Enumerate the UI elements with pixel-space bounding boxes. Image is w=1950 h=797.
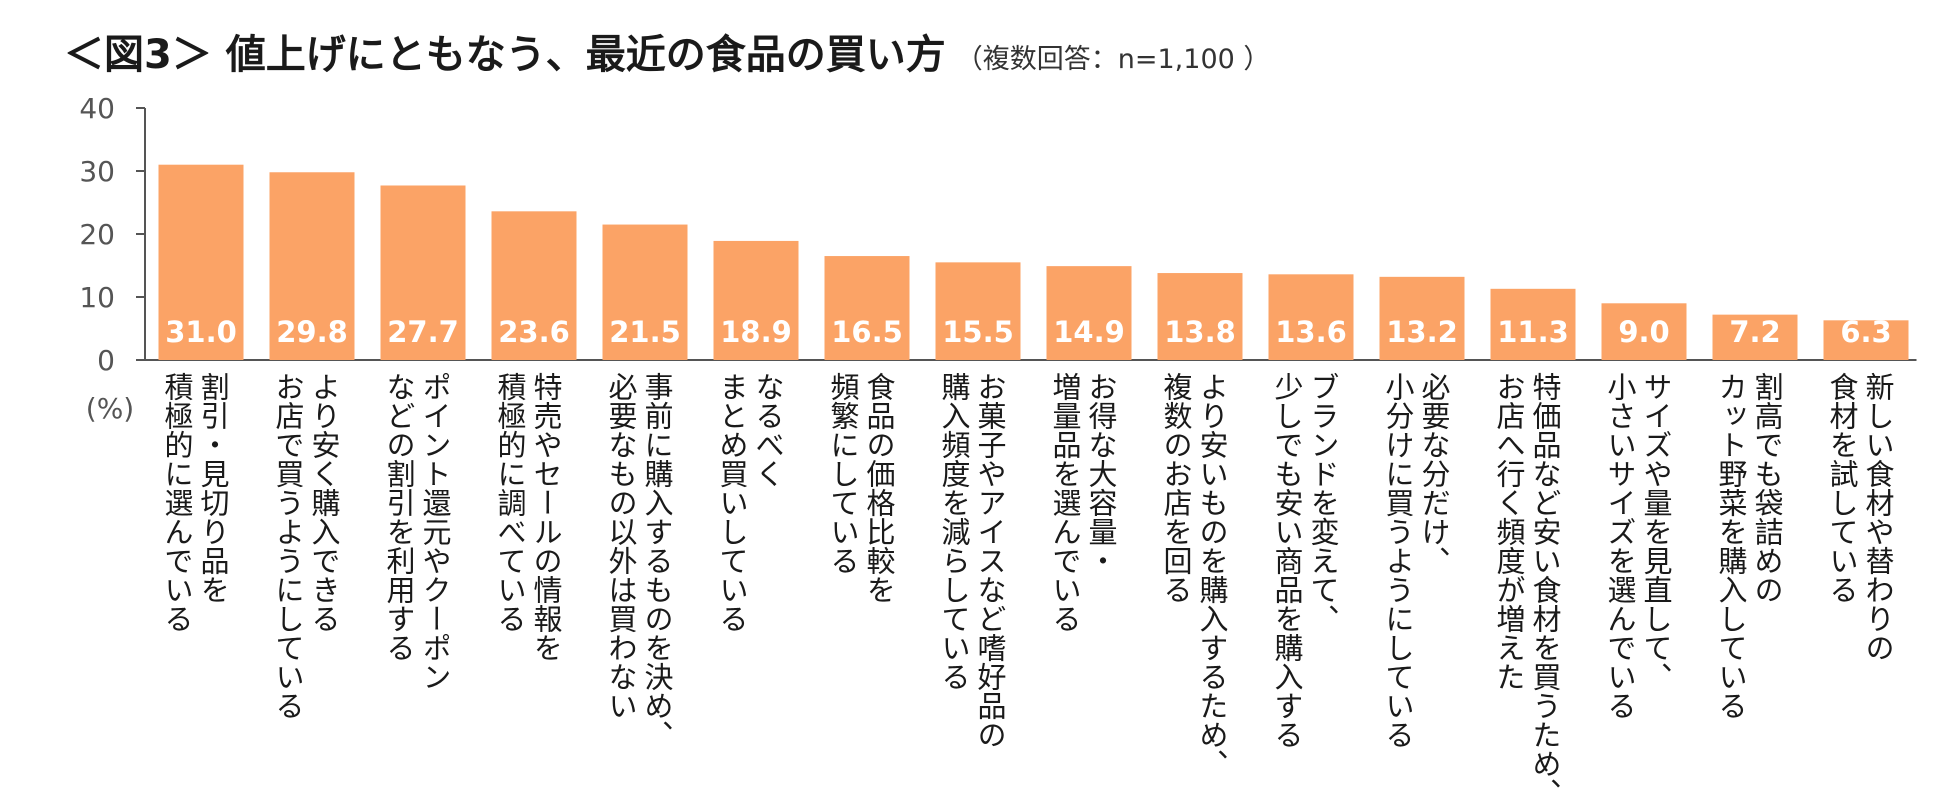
category-label-line: 特価品など安い食材を買うため、: [1528, 372, 1562, 797]
bar-value-label: 6.3: [1840, 315, 1891, 349]
category-label-line: ポイント還元やクーポン: [418, 372, 452, 691]
bar-value-label: 15.5: [942, 315, 1014, 349]
bar-value-label: 7.2: [1729, 315, 1780, 349]
y-unit-label: (%): [86, 392, 134, 425]
bar: [1712, 314, 1798, 360]
bar: [1823, 320, 1909, 360]
bar: [1268, 274, 1354, 360]
category-label-line: まとめ買いしている: [715, 372, 749, 633]
bar-value-label: 9.0: [1618, 315, 1669, 349]
category-label-line: 購入頻度を減らしている: [937, 372, 971, 691]
bar: [1046, 266, 1132, 360]
bar: [713, 240, 799, 360]
bar-value-label: 13.8: [1164, 315, 1236, 349]
category-label-line: 特売やセールの情報を: [529, 372, 563, 662]
bar: [1490, 288, 1576, 360]
category-label-line: 増量品を選んでいる: [1048, 372, 1082, 633]
category-label-line: サイズや量を見直して、: [1639, 372, 1673, 691]
chart-title-block: ＜図3＞ 値上げにともなう、最近の食品の買い方 （複数回答：n=1,100 ）: [64, 22, 1270, 80]
category-label-line: 小分けに買うようにしている: [1381, 372, 1415, 749]
axis-layer: 0 10 20 30 40 (%): [79, 92, 1917, 425]
bar-value-label: 11.3: [1497, 315, 1569, 349]
bar-value-label: 13.6: [1275, 315, 1347, 349]
y-tick-label: 10: [79, 281, 115, 314]
category-label-line: 割引・見切り品を: [196, 372, 230, 604]
bar-value-label: 27.7: [387, 315, 459, 349]
category-label-line: 積極的に選んでいる: [160, 372, 194, 633]
category-label-line: なるべく: [751, 372, 785, 488]
category-label-line: カット野菜を購入している: [1714, 372, 1748, 720]
bar-value-label: 29.8: [276, 315, 348, 349]
category-label-line: 割高でも袋詰めの: [1750, 372, 1784, 604]
category-label-line: 新しい食材や替わりの: [1861, 372, 1895, 662]
y-tick-label: 20: [79, 218, 115, 251]
bar: [491, 211, 577, 360]
bar: [935, 262, 1021, 360]
y-tick-label: 40: [79, 92, 115, 125]
category-label-line: より安く購入できる: [307, 372, 341, 633]
category-label-line: 事前に購入するものを決め、: [640, 372, 674, 749]
category-label-line: 複数のお店を回る: [1159, 372, 1193, 604]
bar: [158, 164, 244, 360]
bars-layer: 31.0 29.8 27.7 23.6 21.5 18.9 16.5 15.5 14.9 13.8…: [158, 164, 1909, 360]
bar-value-label: 21.5: [609, 315, 681, 349]
y-tick-label: 30: [79, 155, 115, 188]
category-label-line: 食品の価格比較を: [862, 372, 896, 604]
category-label-line: 少しでも安い商品を購入する: [1270, 372, 1304, 749]
bar-value-label: 31.0: [165, 315, 237, 349]
category-label-line: お店へ行く頻度が増えた: [1492, 372, 1526, 691]
category-label-line: 食材を試している: [1825, 372, 1859, 604]
bar: [269, 172, 355, 360]
category-label-line: 積極的に調べている: [493, 372, 527, 633]
chart-subtitle: （複数回答：n=1,100 ）: [955, 44, 1271, 75]
bar: [602, 224, 688, 360]
bar: [1601, 303, 1687, 360]
category-label-line: お菓子やアイスなど嗜好品の: [973, 372, 1007, 749]
bar: [380, 185, 466, 360]
category-label-line: ブランドを変えて、: [1306, 372, 1340, 633]
bar-value-label: 23.6: [498, 315, 570, 349]
bar-value-label: 18.9: [720, 315, 792, 349]
chart-title: ＜図3＞ 値上げにともなう、最近の食品の買い方: [64, 32, 946, 78]
category-label-line: などの割引を利用する: [382, 372, 416, 662]
category-label-line: 小さいサイズを選んでいる: [1603, 372, 1637, 720]
bar-value-label: 14.9: [1053, 315, 1125, 349]
category-label-line: 必要な分だけ、: [1417, 372, 1451, 575]
bar-value-label: 13.2: [1386, 315, 1458, 349]
category-label-line: お店で買うようにしている: [271, 372, 305, 720]
category-label-line: 必要なもの以外は買わない: [604, 372, 638, 720]
bar-value-label: 16.5: [831, 315, 903, 349]
category-label-line: お得な大容量・: [1084, 372, 1118, 575]
bar: [1379, 276, 1465, 360]
category-label-line: より安いものを購入するため、: [1195, 372, 1229, 778]
bar: [824, 256, 910, 360]
y-tick-label: 0: [97, 344, 115, 377]
bar: [1157, 273, 1243, 360]
category-label-line: 頻繁にしている: [826, 372, 860, 575]
